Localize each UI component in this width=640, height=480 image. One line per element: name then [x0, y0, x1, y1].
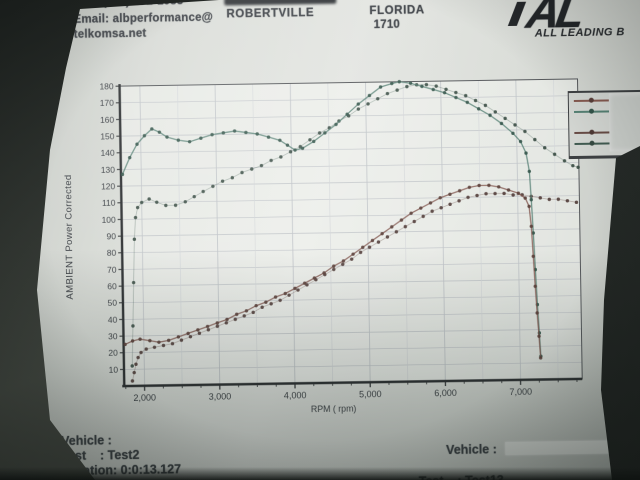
svg-text:10: 10: [109, 365, 119, 375]
svg-text:7,000: 7,000: [509, 387, 532, 397]
svg-text:120: 120: [101, 181, 115, 191]
location-city: FLORIDA: [369, 4, 425, 18]
location-postal-code: 1710: [373, 18, 401, 32]
svg-text:170: 170: [100, 98, 114, 108]
svg-text:60: 60: [107, 281, 117, 291]
dyno-chart: 10 20 30 40 50 60 70 80 90 100 110 120 130 140 150 160 1…: [55, 70, 600, 430]
legend-marker-power-run-a: [588, 97, 594, 103]
svg-text:50: 50: [108, 298, 118, 308]
legend-row-torque-run-a: [574, 108, 611, 114]
legend-marker-torque-run-a: [588, 108, 595, 114]
svg-text:AMBIENT Power Corrected: AMBIENT Power Corrected: [63, 174, 76, 299]
svg-text:40: 40: [108, 315, 118, 325]
svg-text:180: 180: [99, 81, 113, 91]
svg-text:160: 160: [100, 115, 114, 125]
svg-text:30: 30: [108, 331, 118, 341]
svg-text:90: 90: [107, 231, 117, 241]
svg-text:2,000: 2,000: [133, 393, 156, 403]
svg-text:3,000: 3,000: [209, 391, 232, 401]
duration-line-left: Duration: 0:0:13.127: [61, 462, 182, 479]
svg-text:5,000: 5,000: [359, 389, 382, 399]
chart-legend: [567, 89, 640, 160]
vehicle-label-right: Vehicle :: [446, 442, 497, 458]
svg-text:130: 130: [101, 165, 115, 175]
svg-text:80: 80: [107, 248, 117, 258]
legend-row-power-run-b: [574, 129, 611, 135]
cutoff-text-remnant: [224, 0, 337, 6]
contact-email-line2: telkomsa.net: [73, 27, 147, 41]
legend-row-torque-run-b: [574, 140, 611, 146]
run-info-right: Vehicle : Test : Test13 Duration: 0:0:15…: [418, 425, 618, 480]
svg-text:100: 100: [102, 215, 116, 225]
legend-row-power-run-a: [573, 97, 610, 103]
svg-text:140: 140: [101, 148, 115, 158]
logo-tagline: ALL LEADING B: [534, 26, 625, 40]
legend-label-cover: [608, 92, 640, 152]
svg-text:150: 150: [100, 131, 114, 141]
svg-text:6,000: 6,000: [434, 388, 457, 398]
legend-marker-power-run-b: [589, 129, 595, 135]
contact-cell-line: Cell: (011) 472-1083: [73, 0, 184, 9]
svg-text:20: 20: [108, 348, 118, 358]
svg-text:110: 110: [102, 198, 116, 208]
vehicle-value-redaction: [504, 440, 617, 456]
contact-email-line1: Email: albperformance@: [73, 11, 214, 26]
dyno-chart-svg: 10 20 30 40 50 60 70 80 90 100 110 120 130 140 150 160 1…: [63, 78, 583, 414]
svg-text:RPM ( rpm): RPM ( rpm): [311, 403, 357, 414]
vehicle-line-right: Vehicle :: [418, 425, 617, 474]
logo-slash-mark: [507, 1, 527, 27]
location-suburb: ROBERTVILLE: [226, 7, 315, 21]
run-info-left: Vehicle : Test : Test2 Duration: 0:0:13.…: [61, 432, 181, 480]
legend-marker-torque-run-b: [589, 140, 595, 146]
svg-text:70: 70: [107, 265, 117, 275]
svg-text:4,000: 4,000: [284, 390, 307, 400]
